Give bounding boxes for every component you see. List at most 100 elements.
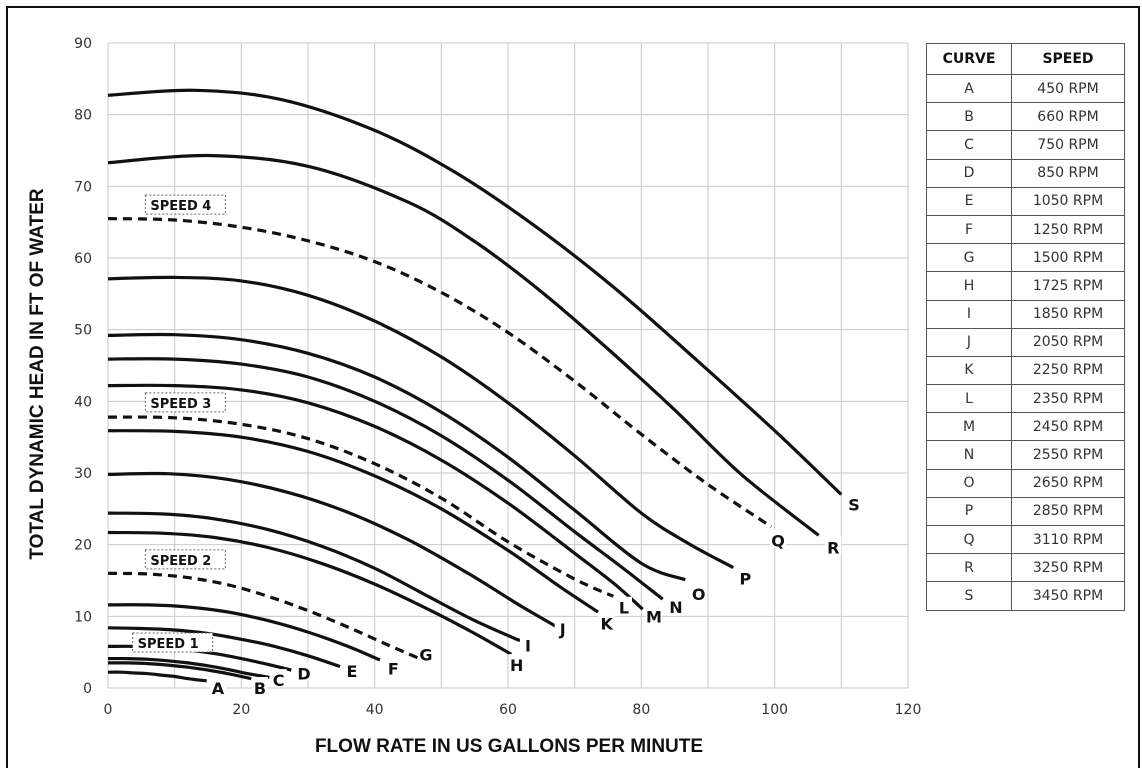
curve-cell: S xyxy=(926,581,1012,611)
curve-cell: E xyxy=(926,186,1012,216)
y-tick-label: 40 xyxy=(74,394,92,410)
speed-cell: 3250 RPM xyxy=(1011,553,1125,583)
curve-label-background xyxy=(770,529,786,548)
curve-label: P xyxy=(739,569,751,588)
curve-h xyxy=(107,530,513,656)
table-row: E 1050 RPM xyxy=(926,186,1125,216)
curve-r xyxy=(107,153,820,537)
speed-cell: 2550 RPM xyxy=(1011,440,1125,470)
table-row: S 3450 RPM xyxy=(926,581,1125,611)
table-row: A 450 RPM xyxy=(926,73,1125,104)
curve-cell: F xyxy=(926,214,1012,245)
curve-label-background xyxy=(616,596,632,615)
curve-label-background xyxy=(344,659,360,678)
curve-l xyxy=(107,415,614,598)
curve-label: F xyxy=(388,660,399,679)
x-tick-label: 120 xyxy=(895,702,922,718)
curve-label-background xyxy=(598,612,615,631)
chart-frame xyxy=(6,6,1140,768)
curve-j xyxy=(107,471,557,628)
curve-label-background xyxy=(825,536,842,555)
table-row: O 2650 RPM xyxy=(926,468,1125,498)
speed-labels: SPEED 1 SPEED 2 SPEED 3 SPEED 4 xyxy=(132,194,226,653)
speed-cell: 1850 RPM xyxy=(1011,299,1125,329)
curve-cell: Q xyxy=(926,524,1012,555)
curve-label: M xyxy=(646,607,662,626)
curve-label-background xyxy=(296,662,312,681)
speed-table: CURVE SPEED A 450 RPM B 660 RPM C 750 RPM D 850… xyxy=(926,43,1125,611)
curve-label: Q xyxy=(771,531,785,550)
curve-label: S xyxy=(848,496,860,515)
curve-label-background xyxy=(668,596,684,615)
curve-label-background xyxy=(252,677,268,695)
speed-label: SPEED 1 xyxy=(138,637,199,652)
curve-i xyxy=(107,511,521,643)
speed-cell: 3450 RPM xyxy=(1011,581,1125,611)
curve-label-background xyxy=(846,493,862,512)
curve-b xyxy=(107,661,252,681)
x-tick-label: 40 xyxy=(366,702,384,718)
speed-cell: 2450 RPM xyxy=(1011,412,1125,442)
table-body: A 450 RPM B 660 RPM C 750 RPM D 850 RPM E 1050 RP… xyxy=(926,73,1125,611)
speed-cell: 450 RPM xyxy=(1011,73,1125,104)
y-tick-label: 70 xyxy=(74,179,92,195)
speed-cell: 750 RPM xyxy=(1011,130,1125,160)
curve-cell: O xyxy=(926,468,1012,498)
curve-label: N xyxy=(669,598,682,617)
curve-cell: K xyxy=(926,355,1012,386)
table-row: K 2250 RPM xyxy=(926,355,1125,386)
speed-cell: 1050 RPM xyxy=(1011,186,1125,216)
table-row: Q 3110 RPM xyxy=(926,524,1125,555)
curve-cell: D xyxy=(926,158,1012,188)
curve-cell: H xyxy=(926,271,1012,301)
y-tick-label: 50 xyxy=(74,323,92,339)
curve-cell: L xyxy=(926,384,1012,414)
y-tick-label: 80 xyxy=(74,108,92,124)
curve-label: L xyxy=(619,599,629,618)
speed-cell: 2250 RPM xyxy=(1011,355,1125,386)
speed-cell: 3110 RPM xyxy=(1011,524,1125,555)
curve-n xyxy=(107,357,664,601)
curve-label: O xyxy=(692,585,706,604)
speed-label-box xyxy=(144,392,226,413)
y-axis-title: TOTAL DYNAMIC HEAD IN FT OF WATER xyxy=(27,188,48,559)
table-row: H 1725 RPM xyxy=(926,271,1125,301)
curve-label-background xyxy=(690,583,707,602)
curve-label: E xyxy=(347,662,358,681)
curves xyxy=(107,88,843,683)
speed-label-box xyxy=(132,632,214,653)
curve-cell: G xyxy=(926,243,1012,273)
table-row: F 1250 RPM xyxy=(926,214,1125,245)
curve-cell: I xyxy=(926,299,1012,329)
table-row: L 2350 RPM xyxy=(926,384,1125,414)
curve-c xyxy=(107,656,270,679)
x-tick-label: 0 xyxy=(104,702,113,718)
curve-cell: M xyxy=(926,412,1012,442)
curve-cell: N xyxy=(926,440,1012,470)
curve-label-background xyxy=(270,669,287,688)
curve-k xyxy=(107,429,599,614)
curve-g xyxy=(107,571,419,660)
table-row: N 2550 RPM xyxy=(926,440,1125,470)
curve-label-background xyxy=(418,643,434,662)
table-row: B 660 RPM xyxy=(926,102,1125,132)
speed-cell: 660 RPM xyxy=(1011,102,1125,132)
table-row: R 3250 RPM xyxy=(926,553,1125,583)
curve-e xyxy=(107,626,341,669)
curve-label: K xyxy=(600,615,613,634)
y-tick-label: 30 xyxy=(74,466,92,482)
y-tick-label: 10 xyxy=(74,609,92,625)
table-row: D 850 RPM xyxy=(926,158,1125,188)
curve-label-background xyxy=(737,567,754,586)
curve-cell: R xyxy=(926,553,1012,583)
curve-a xyxy=(107,670,207,683)
column-header-speed: SPEED xyxy=(1011,43,1125,75)
curve-label: I xyxy=(525,637,531,656)
curve-label: B xyxy=(254,679,266,698)
curve-f xyxy=(107,603,381,662)
speed-label: SPEED 2 xyxy=(150,554,211,569)
curve-m xyxy=(107,383,644,611)
table-row: J 2050 RPM xyxy=(926,327,1125,357)
curve-label: J xyxy=(559,620,566,639)
speed-label: SPEED 3 xyxy=(150,397,211,412)
